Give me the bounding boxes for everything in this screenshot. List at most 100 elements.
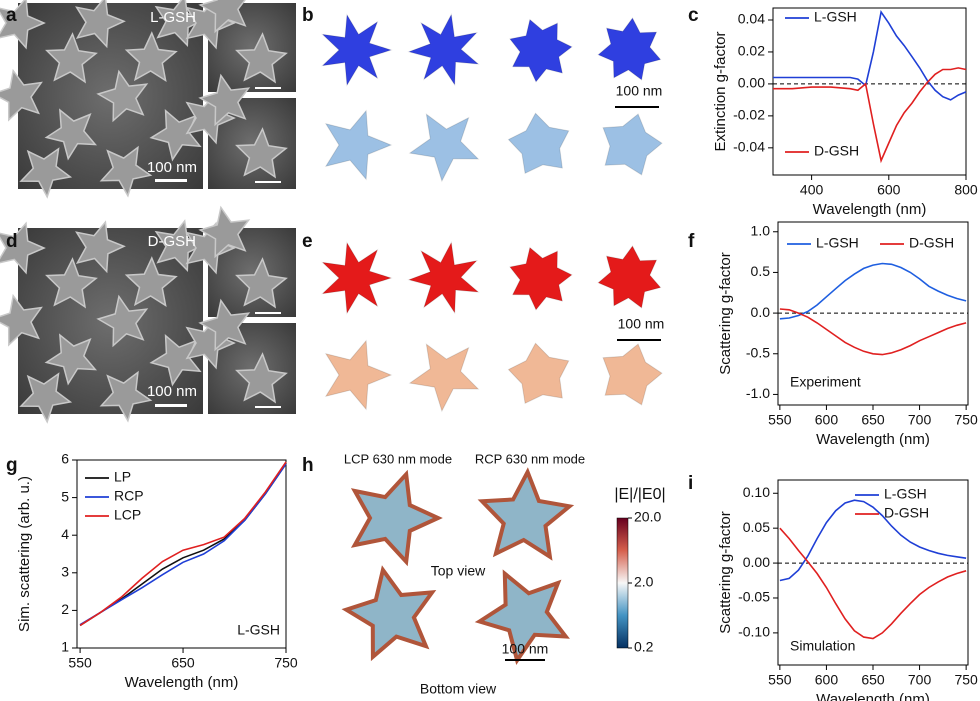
- scale-label: 100 nm: [618, 316, 665, 332]
- scale-bar: [155, 404, 187, 407]
- field-map: [350, 469, 443, 567]
- model: [407, 240, 480, 315]
- y-tick-label: 2: [61, 601, 69, 617]
- annotation: L-GSH: [237, 622, 280, 638]
- model: [507, 342, 570, 405]
- x-tick-label: 650: [861, 672, 885, 688]
- particle: [154, 219, 206, 273]
- y-tick-label: 0.10: [743, 484, 770, 500]
- annotation: Experiment: [790, 374, 861, 390]
- annotation: Simulation: [790, 638, 855, 654]
- y-tick-label: 6: [61, 451, 69, 467]
- x-tick-label: 400: [800, 182, 824, 198]
- x-tick-label: 550: [768, 412, 792, 428]
- y-axis-label: Sim. scattering (arb. u.): [16, 476, 33, 632]
- scale-bar: [505, 659, 545, 661]
- particle: [0, 68, 43, 122]
- x-axis-label: Wavelength (nm): [125, 674, 239, 691]
- model: [321, 241, 393, 315]
- model: [597, 245, 662, 309]
- mode-label: RCP 630 nm mode: [475, 451, 585, 466]
- series-line: [779, 308, 967, 356]
- particle: [235, 257, 288, 309]
- scale-label: 100 nm: [147, 159, 197, 176]
- particle: [75, 220, 126, 274]
- y-tick-label: 3: [61, 564, 69, 580]
- scale-bar: [617, 339, 661, 341]
- plot-frame: [772, 7, 967, 176]
- model: [602, 343, 663, 406]
- particle: [0, 0, 46, 50]
- y-tick-label: 0.02: [738, 43, 765, 59]
- model: [602, 113, 663, 176]
- y-axis-label: Scattering g-factor: [717, 511, 734, 634]
- colorbar: [616, 517, 629, 649]
- particle: [0, 293, 43, 347]
- particle: [45, 32, 98, 84]
- legend-label: D-GSH: [909, 235, 954, 251]
- y-axis-label: Scattering g-factor: [717, 252, 734, 375]
- x-tick-label: 800: [954, 182, 978, 198]
- model: [408, 113, 480, 183]
- model: [509, 246, 573, 311]
- model: [597, 17, 662, 81]
- particle: [99, 145, 153, 198]
- panel-letter: g: [6, 455, 18, 476]
- colorbar-tick-label: 2.0: [634, 574, 654, 590]
- x-tick-label: 750: [274, 655, 298, 671]
- y-tick-label: -0.10: [738, 624, 770, 640]
- particle: [198, 73, 251, 127]
- particle: [96, 69, 149, 123]
- panel-letter: c: [688, 5, 699, 26]
- particle: [75, 0, 126, 49]
- y-tick-label: 0.04: [738, 11, 765, 27]
- x-tick-label: 600: [815, 672, 839, 688]
- series-line: [79, 463, 287, 627]
- x-axis-label: Wavelength (nm): [816, 691, 930, 701]
- y-tick-label: 0.05: [743, 519, 770, 535]
- y-tick-label: -0.05: [738, 589, 770, 605]
- particle: [44, 333, 97, 386]
- particle: [198, 205, 251, 259]
- y-tick-label: 0.00: [743, 554, 770, 570]
- scale-label: 100 nm: [616, 83, 663, 99]
- particle: [0, 221, 46, 275]
- particle: [198, 298, 251, 352]
- x-axis-label: Wavelength (nm): [816, 431, 930, 448]
- scale-bar: [155, 179, 187, 182]
- particle: [19, 372, 73, 424]
- model: [324, 339, 393, 411]
- scale-bar: [255, 406, 281, 408]
- model: [408, 343, 480, 413]
- scale-bar: [615, 106, 659, 108]
- colorbar-tick-label: 0.2: [634, 639, 654, 655]
- x-tick-label: 700: [908, 672, 932, 688]
- field-map: [474, 569, 570, 666]
- y-tick-label: 0.0: [751, 304, 771, 320]
- legend-label: LP: [114, 469, 131, 485]
- series-line: [79, 461, 287, 627]
- model: [507, 112, 570, 175]
- model: [407, 12, 480, 87]
- panel-letter: e: [302, 231, 313, 252]
- panel-letter: h: [302, 455, 314, 476]
- particle: [154, 0, 206, 48]
- x-tick-label: 650: [171, 655, 195, 671]
- legend-label: L-GSH: [814, 9, 857, 25]
- view-label: Bottom view: [420, 681, 497, 697]
- x-tick-label: 650: [861, 412, 885, 428]
- particle: [45, 257, 98, 309]
- scale-label: 100 nm: [147, 383, 197, 400]
- legend-label: L-GSH: [884, 486, 927, 502]
- particle: [96, 294, 149, 348]
- mode-label: LCP 630 nm mode: [344, 451, 452, 466]
- series-line: [779, 527, 967, 640]
- sample-label: L-GSH: [150, 9, 196, 26]
- particle: [99, 370, 153, 423]
- model: [324, 109, 393, 181]
- panel-letter: d: [6, 231, 18, 252]
- series-line: [779, 262, 967, 320]
- particle: [124, 256, 178, 308]
- y-tick-label: 1: [61, 639, 69, 655]
